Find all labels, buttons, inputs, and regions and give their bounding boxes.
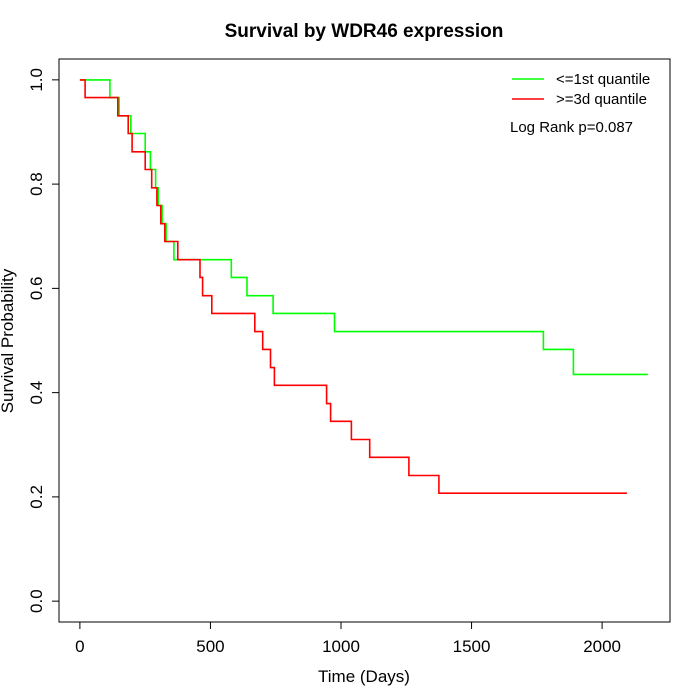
legend-label: <=1st quantile <box>556 71 650 88</box>
x-tick-label: 0 <box>75 637 84 656</box>
series-layer <box>79 79 648 494</box>
y-tick-label: 0.6 <box>27 277 46 301</box>
chart-title: Survival by WDR46 expression <box>225 21 504 42</box>
y-tick-label: 0.4 <box>27 381 46 405</box>
survival-curve-2 <box>79 79 627 494</box>
y-tick-label: 0.2 <box>27 485 46 509</box>
x-axis-label: Time (Days) <box>318 667 410 686</box>
x-tick-label: 1000 <box>322 637 360 656</box>
y-axis: 0.0 0.2 0.4 0.6 0.8 1.0 <box>27 68 60 613</box>
plot-frame <box>58 58 671 623</box>
log-rank-annotation: Log Rank p=0.087 <box>510 119 633 136</box>
x-tick-label: 1500 <box>453 637 491 656</box>
x-tick-label: 2000 <box>583 637 621 656</box>
legend-label: >=3d quantile <box>556 91 647 108</box>
y-tick-label: 1.0 <box>27 68 46 92</box>
y-tick-label: 0.0 <box>27 589 46 613</box>
x-axis: 0 500 1000 1500 2000 <box>75 621 621 656</box>
x-tick-label: 500 <box>196 637 224 656</box>
y-axis-label: Survival Probability <box>0 268 17 413</box>
legend: <=1st quantile >=3d quantile <box>512 71 650 108</box>
y-tick-label: 0.8 <box>27 172 46 196</box>
